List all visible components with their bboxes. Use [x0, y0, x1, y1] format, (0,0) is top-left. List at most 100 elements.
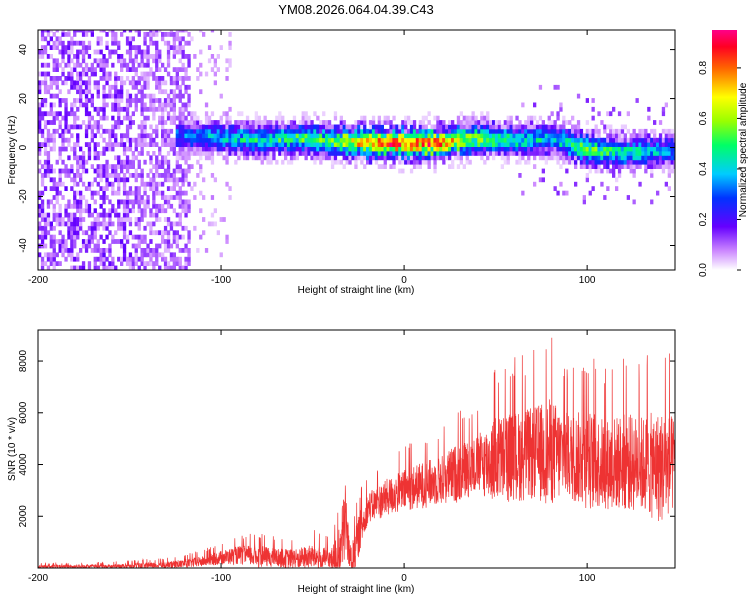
heatmap-cell [506, 137, 510, 143]
heatmap-cell [313, 155, 317, 161]
heatmap-cell [67, 248, 71, 253]
heatmap-cell [477, 120, 481, 125]
heatmap-cell [134, 67, 138, 72]
heatmap-cell [234, 151, 238, 156]
heatmap-cell [456, 120, 461, 125]
heatmap-cell [90, 239, 94, 244]
heatmap-cell [609, 159, 613, 165]
heatmap-cell [556, 142, 560, 147]
heatmap-cell [313, 142, 317, 147]
heatmap-cell [500, 155, 504, 161]
heatmap-cell [615, 151, 619, 156]
heatmap-cell [76, 54, 80, 59]
heatmap-cell [105, 146, 109, 152]
heatmap-cell [46, 89, 51, 95]
heatmap-cell [418, 164, 422, 169]
heatmap-cell [117, 106, 121, 112]
heatmap-cell [158, 98, 162, 103]
heatmap-cell [342, 120, 346, 125]
heatmap-cell [210, 212, 215, 218]
heatmap-cell [122, 142, 127, 147]
heatmap-cell [412, 142, 417, 147]
heatmap-cell [199, 155, 203, 161]
heatmap-cell [594, 146, 598, 152]
heatmap-cell [451, 124, 455, 130]
heatmap-cell [52, 252, 56, 258]
heatmap-cell [571, 115, 575, 121]
heatmap-cell [155, 212, 159, 218]
heatmap-cell [175, 190, 179, 196]
heatmap-cell [301, 120, 305, 125]
heatmap-cell [468, 146, 472, 152]
heatmap-cell [404, 142, 408, 147]
heatmap-cell [278, 151, 282, 156]
heatmap-cell [125, 177, 130, 183]
heatmap-cell [143, 40, 147, 46]
heatmap-cell [175, 181, 179, 187]
heatmap-cell [120, 67, 124, 72]
heatmap-cell [588, 190, 592, 196]
heatmap-cell [87, 261, 92, 266]
heatmap-cell [489, 137, 493, 143]
heatmap-cell [158, 164, 162, 169]
heatmap-cell [243, 155, 247, 161]
heatmap-cell [213, 221, 217, 227]
colorbar-ticks: 0.00.20.40.60.8 [698, 61, 741, 277]
heatmap-cell [58, 40, 62, 46]
heatmap-cell [117, 155, 121, 161]
heatmap-cell [480, 128, 484, 134]
heatmap-cell [149, 181, 153, 187]
heatmap-cell [544, 159, 548, 165]
heatmap-cell [190, 120, 194, 125]
heatmap-cell [585, 155, 589, 161]
spectrogram-y-label: Frequency (Hz) [7, 116, 18, 185]
heatmap-cell [240, 124, 244, 130]
heatmap-cell [120, 32, 124, 37]
heatmap-cell [114, 177, 118, 183]
heatmap-cell [87, 151, 92, 156]
heatmap-cell [386, 115, 390, 121]
heatmap-cell [609, 155, 613, 161]
heatmap-cell [272, 124, 276, 130]
heatmap-cell [568, 142, 572, 147]
heatmap-cell [401, 137, 405, 143]
heatmap-cell [658, 142, 663, 147]
heatmap-cell [102, 30, 106, 33]
heatmap-cell [494, 142, 499, 147]
heatmap-cell [316, 137, 320, 143]
heatmap-cell [187, 151, 191, 156]
heatmap-cell [327, 155, 332, 161]
heatmap-cell [172, 177, 176, 183]
heatmap-cell [202, 137, 206, 143]
heatmap-cell [427, 111, 431, 117]
heatmap-cell [193, 133, 197, 139]
heatmap-cell [527, 133, 531, 139]
heatmap-cell [260, 124, 264, 130]
heatmap-cell [166, 199, 171, 205]
heatmap-cell [61, 128, 65, 134]
heatmap-cell [38, 84, 42, 90]
heatmap-cell [161, 133, 165, 139]
heatmap-cell [600, 120, 604, 125]
heatmap-cell [52, 239, 56, 244]
heatmap-cell [535, 120, 540, 125]
heatmap-cell [184, 76, 188, 81]
heatmap-cell [73, 225, 77, 231]
heatmap-cell [597, 111, 601, 117]
heatmap-cell [228, 133, 232, 139]
heatmap-cell [111, 164, 115, 169]
heatmap-cell [503, 133, 507, 139]
heatmap-cell [480, 146, 484, 152]
heatmap-cell [122, 243, 127, 249]
heatmap-cell [632, 164, 636, 169]
heatmap-cell [286, 124, 291, 130]
heatmap-cell [389, 133, 393, 139]
heatmap-cell [202, 133, 206, 139]
heatmap-cell [90, 234, 94, 240]
heatmap-cell [190, 186, 194, 191]
heatmap-cell [187, 93, 191, 99]
heatmap-cell [304, 155, 308, 161]
heatmap-cell [442, 159, 446, 165]
heatmap-cell [448, 155, 452, 161]
heatmap-cell [632, 137, 636, 143]
